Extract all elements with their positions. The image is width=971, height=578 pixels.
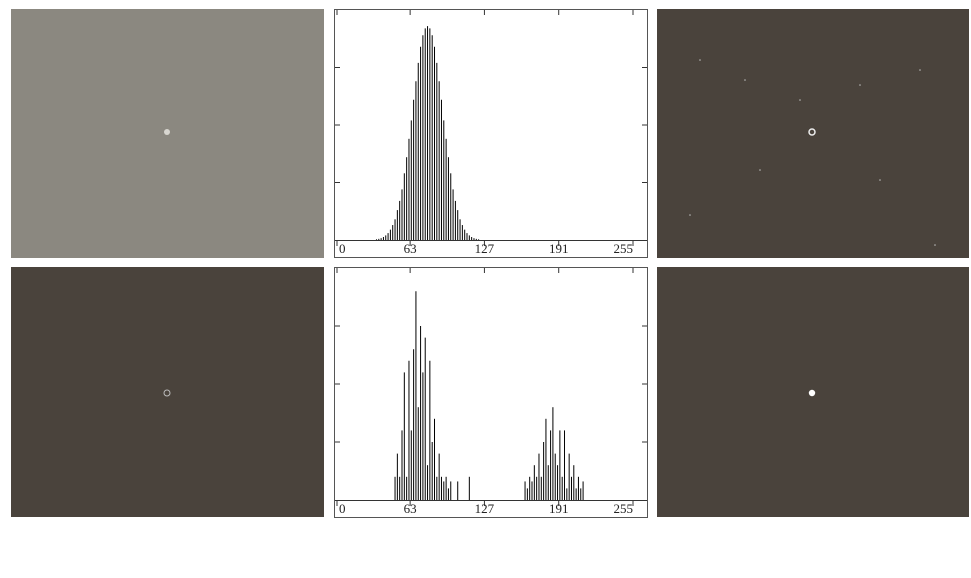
image-dot — [809, 390, 815, 396]
thresholded-image — [657, 9, 969, 258]
x-tick-label: 63 — [404, 501, 417, 516]
x-tick-label: 255 — [614, 241, 634, 256]
x-tick-label: 0 — [339, 241, 346, 256]
x-tick-label: 255 — [614, 501, 634, 516]
image-dot — [164, 129, 170, 135]
x-tick-label: 127 — [475, 501, 495, 516]
figure: 0 63 127 191 255 0 63 127 191 255 — [0, 0, 971, 578]
edge-image — [11, 267, 324, 517]
histogram-frame — [335, 10, 648, 258]
x-tick-label: 127 — [475, 241, 495, 256]
x-tick-label: 63 — [404, 241, 417, 256]
x-tick-label: 0 — [339, 501, 346, 516]
x-tick-label: 191 — [549, 241, 569, 256]
x-tick-label: 191 — [549, 501, 569, 516]
histogram-frame — [335, 268, 648, 518]
